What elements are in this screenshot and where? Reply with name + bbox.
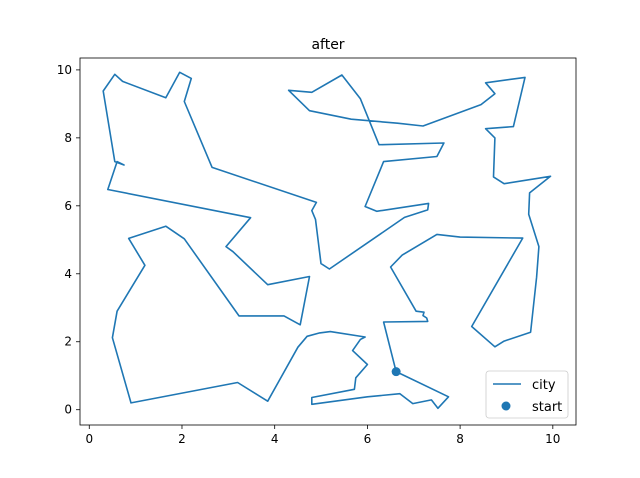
axes-frame <box>79 57 577 426</box>
axis-ticks: 0 2 4 6 8 10 0 2 4 6 8 10 <box>57 63 561 446</box>
legend-city-label: city <box>532 378 556 393</box>
x-tick-label: 8 <box>456 432 464 446</box>
y-tick-label: 6 <box>64 199 72 213</box>
legend-start-label: start <box>532 400 562 415</box>
x-tick-label: 0 <box>85 432 93 446</box>
city-route-line <box>102 71 552 410</box>
start-point-marker <box>391 367 401 377</box>
y-tick-label: 4 <box>64 267 72 281</box>
y-tick-label: 0 <box>64 403 72 417</box>
legend-start-marker <box>501 401 511 411</box>
y-tick-label: 2 <box>64 335 72 349</box>
plot-area <box>102 71 552 410</box>
y-tick-label: 8 <box>64 131 72 145</box>
x-tick-label: 6 <box>364 432 372 446</box>
x-tick-label: 2 <box>178 432 186 446</box>
legend: city start <box>485 370 569 419</box>
y-tick-label: 10 <box>57 63 72 77</box>
x-tick-label: 10 <box>545 432 560 446</box>
x-tick-label: 4 <box>271 432 279 446</box>
chart-title: after <box>311 37 344 53</box>
